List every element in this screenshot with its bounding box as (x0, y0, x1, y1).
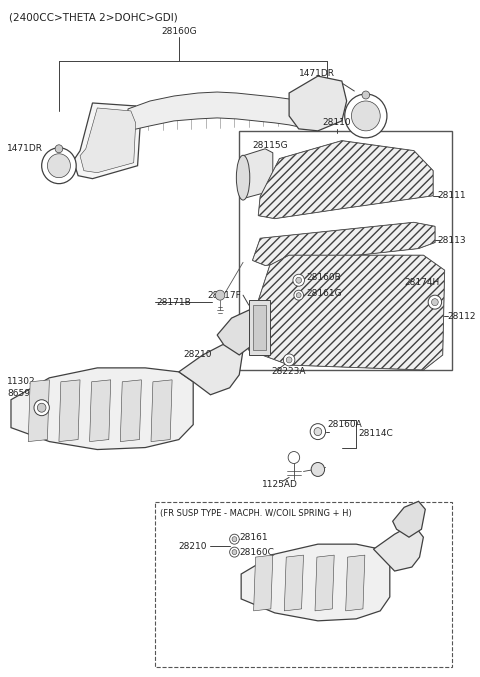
Circle shape (232, 537, 237, 542)
Polygon shape (289, 76, 347, 131)
Circle shape (55, 145, 63, 153)
Polygon shape (151, 380, 172, 441)
Text: (2400CC>THETA 2>DOHC>GDI): (2400CC>THETA 2>DOHC>GDI) (9, 12, 178, 22)
Text: 28115G: 28115G (252, 141, 288, 150)
Polygon shape (252, 223, 435, 265)
Circle shape (314, 428, 322, 435)
Circle shape (232, 550, 237, 554)
Polygon shape (28, 380, 49, 441)
Polygon shape (241, 544, 390, 621)
Polygon shape (252, 223, 435, 265)
Text: (FR SUSP TYPE - MACPH. W/COIL SPRING + H): (FR SUSP TYPE - MACPH. W/COIL SPRING + H… (160, 509, 351, 518)
Polygon shape (217, 310, 258, 355)
Polygon shape (80, 108, 136, 173)
Circle shape (311, 462, 324, 477)
Polygon shape (258, 141, 433, 219)
Circle shape (296, 292, 301, 298)
Polygon shape (128, 92, 303, 131)
Text: 1125AD: 1125AD (262, 480, 298, 489)
Text: 28112: 28112 (447, 311, 476, 321)
Polygon shape (90, 380, 111, 441)
Polygon shape (346, 555, 365, 611)
Polygon shape (73, 103, 141, 179)
Circle shape (296, 278, 301, 283)
Text: 28113: 28113 (438, 236, 467, 245)
Text: 28160C: 28160C (239, 548, 274, 556)
Text: 28210: 28210 (184, 351, 212, 359)
Text: 28210: 28210 (179, 542, 207, 550)
Text: 28117F: 28117F (207, 290, 241, 300)
Polygon shape (393, 502, 425, 537)
Circle shape (293, 274, 304, 286)
Text: 28174H: 28174H (404, 278, 440, 287)
Text: 28161G: 28161G (306, 288, 342, 298)
Circle shape (428, 295, 442, 309)
Circle shape (294, 290, 303, 300)
Polygon shape (249, 255, 444, 370)
Circle shape (310, 424, 325, 439)
Text: 28111: 28111 (438, 191, 467, 200)
Text: 28223A: 28223A (272, 368, 306, 376)
Polygon shape (120, 380, 142, 441)
Circle shape (42, 148, 76, 183)
Text: 28160A: 28160A (327, 420, 362, 429)
Polygon shape (284, 555, 303, 611)
Circle shape (286, 357, 292, 363)
Polygon shape (179, 342, 243, 395)
Polygon shape (11, 368, 193, 450)
Polygon shape (249, 300, 270, 355)
Circle shape (215, 290, 225, 300)
Text: 28114C: 28114C (358, 429, 393, 438)
Circle shape (283, 354, 295, 366)
Text: 1471DR: 1471DR (299, 68, 335, 78)
Circle shape (362, 91, 370, 99)
Bar (155, 502, 452, 667)
Circle shape (288, 452, 300, 464)
Text: 11302: 11302 (7, 377, 36, 387)
Polygon shape (243, 149, 273, 198)
Circle shape (48, 154, 71, 177)
Circle shape (37, 403, 46, 412)
Polygon shape (258, 141, 433, 219)
Polygon shape (253, 555, 273, 611)
Text: 28161: 28161 (239, 533, 268, 542)
Circle shape (34, 399, 49, 416)
Circle shape (432, 299, 438, 305)
Circle shape (351, 101, 380, 131)
Text: 28160B: 28160B (306, 273, 341, 282)
Text: 28160G: 28160G (161, 27, 197, 36)
Polygon shape (249, 255, 444, 370)
Polygon shape (373, 526, 423, 571)
Circle shape (345, 94, 387, 138)
Polygon shape (252, 305, 266, 350)
Text: 28110: 28110 (323, 118, 351, 127)
Text: 86590: 86590 (7, 389, 36, 398)
Polygon shape (59, 380, 80, 441)
Circle shape (229, 534, 239, 544)
Ellipse shape (236, 155, 250, 200)
Circle shape (229, 547, 239, 557)
Text: 28171B: 28171B (157, 298, 192, 307)
Text: 1471DR: 1471DR (7, 144, 43, 153)
Bar (239, 131, 452, 370)
Polygon shape (315, 555, 334, 611)
